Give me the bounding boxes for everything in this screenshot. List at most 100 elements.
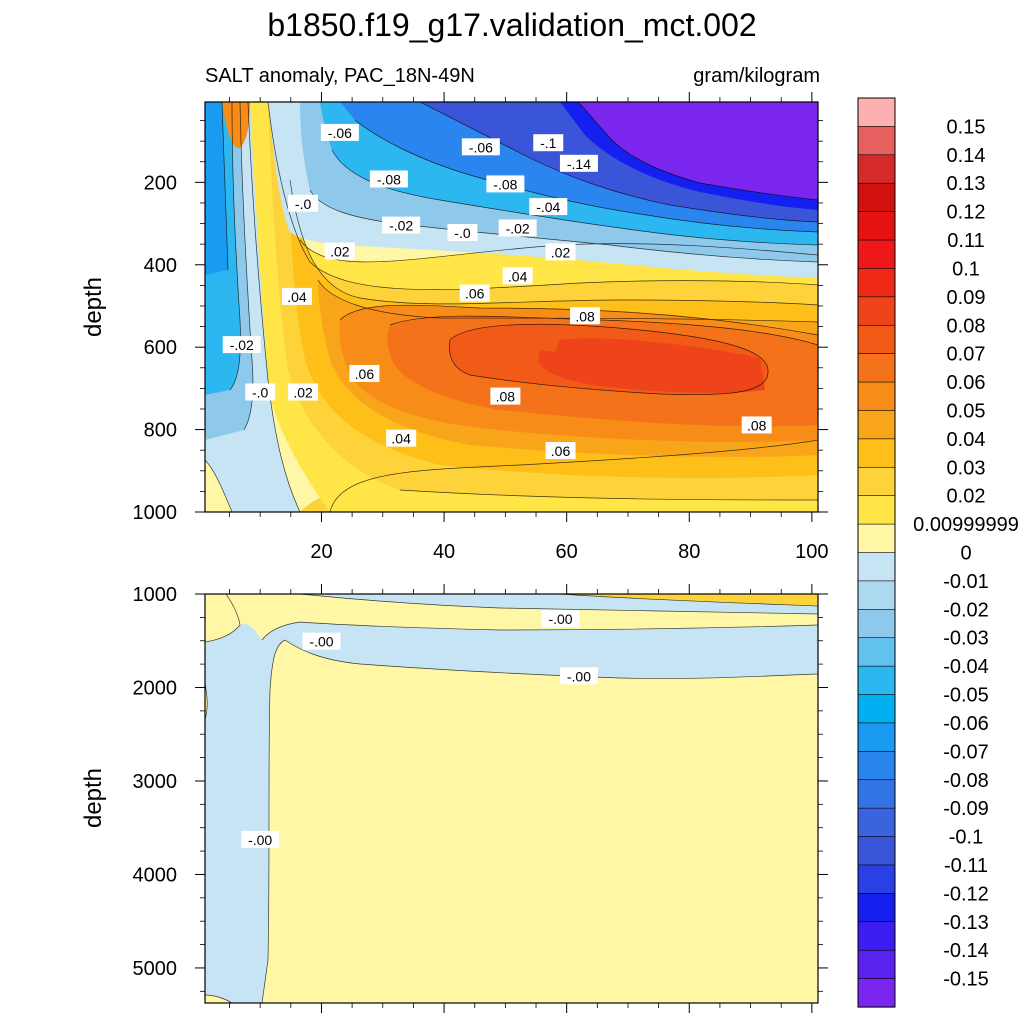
colorbar-label: 0.00999999 [913,514,1019,536]
colorbar-bin [857,609,896,639]
colorbar-bin [857,268,896,298]
contour-label-text: -.00 [548,611,572,627]
contour-label-bg [447,224,478,242]
contour-label: -.08 [369,170,408,188]
contour-label-bg [245,383,276,401]
colorbar-label: -0.05 [943,685,989,707]
colorbar-bin [857,495,896,525]
contour-label: -.00 [241,830,280,848]
contour-label-text: -.02 [389,218,413,234]
colorbar-bin [857,836,896,866]
contour-label-bg [486,175,525,193]
contour-label-bg [490,387,521,405]
contour-label-bg [498,219,537,237]
colorbar-label: 0.03 [947,457,986,479]
contour-label-text: .04 [508,268,528,284]
contour-label-bg [559,667,598,685]
contour-label: .02 [324,242,355,260]
contour-label: -.0 [245,383,276,401]
contour-label: -.0 [447,224,478,242]
figure-title: b1850.f19_g17.validation_mct.002 [267,7,756,43]
colorbar-frame [857,97,896,1008]
contour-label-bg [541,610,580,628]
contour-label-bg [529,198,568,216]
fill-region-lower-deep-yellow [560,594,818,606]
contour-label: .04 [386,429,417,447]
colorbar-bin [857,211,896,241]
contour-label-text: .04 [287,289,307,305]
colorbar-label: -0.08 [943,770,989,792]
contour-label-bg [533,134,564,152]
colorbar-label: 0.06 [947,372,986,394]
lower-axes: 1000 2000 3000 4000 5000 [133,584,828,1013]
contour-label-text: -.02 [230,337,254,353]
colorbar-bin [857,949,896,980]
y-tick-label: 5000 [133,958,178,980]
colorbar-label: 0.09 [947,287,986,309]
contour-label-text: -.00 [567,668,591,684]
colorbar-label: -0.04 [943,656,989,678]
contour-label-text: -.0 [295,196,312,212]
colorbar: 0.15 0.14 0.13 0.12 0.11 0.1 0.09 0.08 0.07 0.06 0… [857,97,1019,1008]
y-tick-label: 3000 [133,771,178,793]
colorbar-label: -0.14 [943,940,989,962]
contour-label-text: -.02 [506,221,530,237]
colorbar-bin [857,637,896,667]
panel-subtitle-right: gram/kilogram [693,65,820,87]
upper-contour-labels: -.06 -.06 -.1 -.14 -.08 -.08 -.0 -.04 -.02 -.0 -.0… [222,123,772,460]
contour-label: .08 [570,307,601,325]
contour-label-bg [570,307,601,325]
colorbar-label: -0.09 [943,798,989,820]
contour-label: .06 [545,442,576,460]
colorbar-label: -0.12 [943,883,989,905]
y-tick-label: 200 [144,172,177,194]
colorbar-label: 0.02 [947,486,986,508]
colorbar-label: 0.1 [952,258,980,280]
contour-label-text: .08 [496,389,516,405]
y-tick-label: 1000 [133,502,178,524]
colorbar-bin [857,978,896,1008]
contour-label-text: -.0 [454,225,471,241]
contour-label-bg [324,242,355,260]
contour-label-bg [382,216,421,234]
contour-label: -.00 [559,667,598,685]
contour-label-bg [288,383,319,401]
colorbar-bin [857,154,896,184]
colorbar-bin [857,864,896,894]
contour-label: .08 [490,387,521,405]
contour-label-text: -.1 [540,135,557,151]
contour-label-bg [741,416,772,434]
contour-label: -.06 [320,123,359,141]
colorbar-label: 0.12 [947,202,986,224]
colorbar-label: -0.15 [943,969,989,991]
fill-region-bottom-left-yellow [205,460,232,512]
lower-panel-frame [204,593,819,1004]
contour-label-text: .08 [747,417,767,433]
y-tick-label: 1000 [133,584,178,606]
contour-label-text: .06 [551,443,571,459]
contour-label: .02 [288,383,319,401]
colorbar-bin [857,751,896,781]
contour-label: -.00 [302,632,341,650]
contour-label: -.08 [486,175,525,193]
contour-label: -.04 [529,198,568,216]
colorbar-label: 0.04 [947,429,986,451]
contour-label-text: -.06 [328,125,352,141]
colorbar-label: -0.13 [943,912,989,934]
contour-label: .08 [741,416,772,434]
x-tick-label: 80 [678,541,700,563]
y-tick-label: 400 [144,255,177,277]
contour-label-text: .02 [330,244,350,260]
contour-label: -.02 [498,219,537,237]
y-tick-label: 2000 [133,677,178,699]
contour-label-text: .02 [551,244,571,260]
colorbar-label: 0.07 [947,344,986,366]
colorbar-bin [857,353,896,383]
upper-ylabel: depth [80,277,107,337]
fill-region-west-warm [222,102,250,149]
colorbar-label: -0.02 [943,599,989,621]
contour-label-bg [241,830,280,848]
x-tick-label: 20 [310,541,332,563]
colorbar-bin [857,466,896,497]
lower-contour-labels: -.00 -.00 -.00 -.00 [241,610,598,848]
